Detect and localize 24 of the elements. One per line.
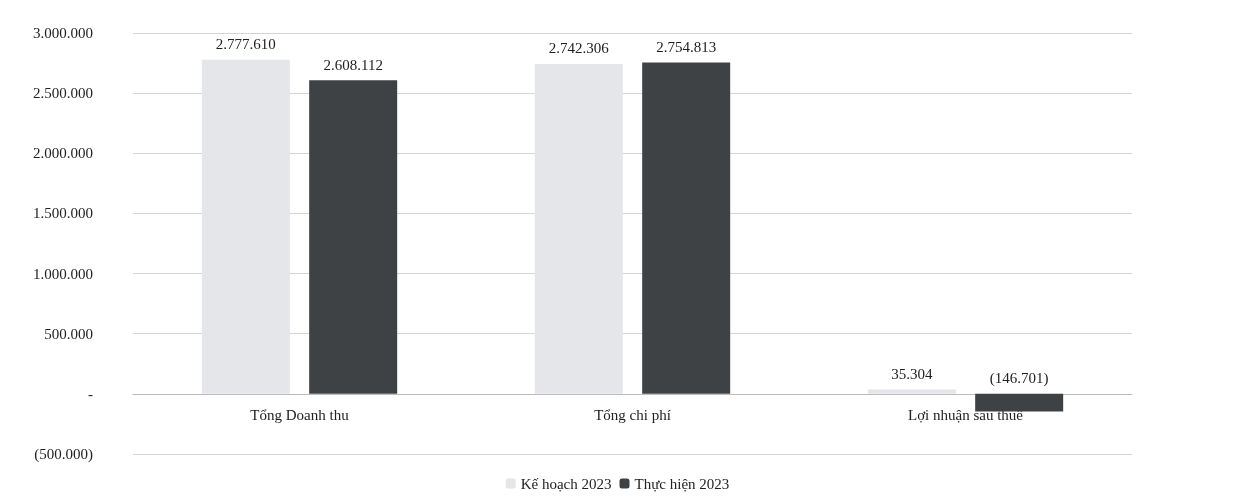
bar	[642, 62, 731, 394]
y-tick-label: 2.500.000	[33, 85, 93, 102]
data-label: 2.742.306	[548, 40, 610, 57]
x-tick-label: Tổng chi phí	[594, 407, 671, 424]
x-tick-label: Tổng Doanh thu	[250, 407, 350, 424]
y-tick-label: -	[88, 385, 93, 402]
y-tick-label: 1.500.000	[33, 205, 93, 222]
bar	[309, 80, 398, 394]
y-tick-label: 1.000.000	[33, 265, 93, 282]
data-label: 35.304	[891, 366, 933, 383]
bar	[201, 59, 290, 394]
data-label: 2.777.610	[215, 36, 276, 53]
data-label: 2.608.112	[323, 56, 383, 73]
bar	[534, 64, 623, 394]
y-tick-label: (500.000)	[34, 446, 93, 463]
data-label: 2.754.813	[656, 38, 717, 55]
y-tick-label: 500.000	[44, 325, 93, 342]
bar	[975, 393, 1064, 412]
legend-label: Kế hoạch 2023	[520, 475, 612, 492]
y-tick-label: 2.000.000	[33, 145, 93, 162]
y-tick-label: 3.000.000	[33, 25, 93, 41]
legend-label: Thực hiện 2023	[634, 475, 730, 492]
data-label: (146.701)	[989, 370, 1049, 388]
bar	[867, 389, 956, 394]
